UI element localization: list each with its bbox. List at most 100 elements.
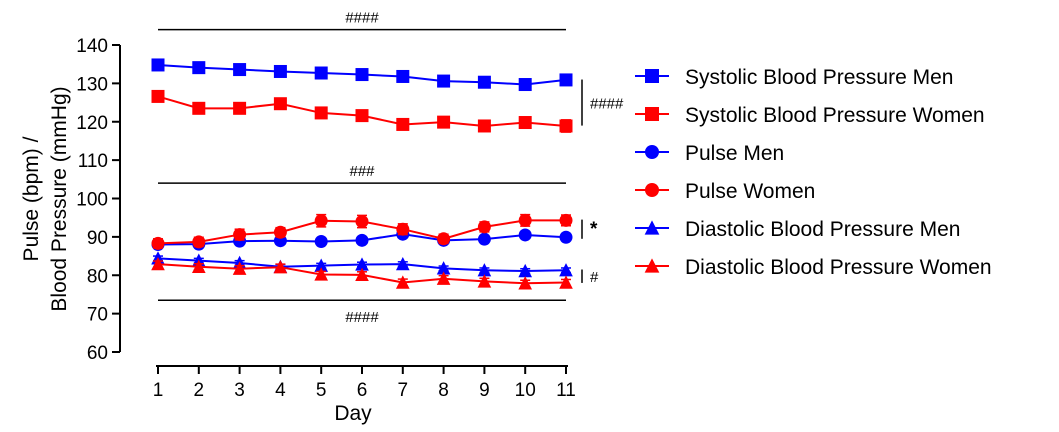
data-point: [355, 257, 369, 271]
x-tick-label: 5: [316, 380, 327, 401]
plot-area: [151, 58, 573, 290]
series-diastolic-blood-pressure-women: [151, 256, 573, 290]
data-point: [314, 106, 328, 120]
legend-marker: [645, 145, 659, 159]
data-point: [395, 275, 410, 289]
data-point: [151, 256, 165, 271]
x-tick-label: 9: [479, 380, 490, 401]
series-systolic-blood-pressure-men: [151, 58, 573, 92]
legend-marker: [645, 107, 659, 121]
x-axis-title: Day: [334, 402, 372, 425]
data-point: [518, 78, 532, 92]
data-point: [518, 213, 532, 227]
data-point: [477, 232, 491, 246]
legend-label: Diastolic Blood Pressure Men: [685, 218, 960, 241]
data-point: [191, 259, 206, 273]
legend-marker: [645, 183, 659, 197]
data-point: [518, 116, 532, 130]
y-tick-label: 130: [76, 74, 108, 95]
data-point: [396, 69, 410, 83]
data-point: [192, 235, 206, 249]
data-point: [477, 75, 491, 89]
data-point: [355, 267, 369, 282]
x-tick-label: 3: [234, 380, 245, 401]
data-point: [518, 263, 533, 278]
data-point: [559, 119, 573, 133]
data-point: [192, 101, 206, 115]
x-tick-label: 2: [194, 380, 205, 401]
data-point: [518, 276, 533, 290]
legend: Systolic Blood Pressure Men Systolic Bloo…: [635, 66, 992, 279]
legend-label: Systolic Blood Pressure Men: [685, 66, 953, 89]
data-point: [273, 64, 287, 78]
x-tick-label: 8: [438, 380, 449, 401]
data-point: [477, 119, 491, 133]
data-point: [314, 258, 329, 272]
data-point: [232, 261, 247, 275]
data-point: [151, 236, 165, 250]
data-point: [559, 230, 573, 244]
x-tick-label: 1: [153, 380, 164, 401]
data-point: [437, 115, 451, 129]
data-point: [477, 220, 491, 234]
data-point: [477, 263, 492, 277]
legend-label: Diastolic Blood Pressure Women: [685, 256, 992, 279]
legend-marker: [644, 258, 660, 273]
y-tick-label: 60: [87, 343, 108, 364]
x-tick-label: 11: [556, 380, 576, 401]
data-point: [273, 97, 287, 111]
data-point: [314, 66, 328, 80]
data-point: [477, 274, 492, 288]
data-point: [273, 225, 287, 239]
significance-label: #: [590, 269, 599, 286]
x-tick-label: 7: [398, 380, 409, 401]
legend-marker: [644, 220, 660, 235]
data-point: [314, 214, 328, 228]
legend-item: Pulse Men: [635, 142, 784, 165]
y-tick-label: 100: [76, 190, 108, 211]
legend-item: Diastolic Blood Pressure Women: [635, 256, 992, 279]
data-point: [355, 109, 369, 123]
y-tick-label: 80: [87, 266, 108, 287]
data-point: [437, 74, 451, 88]
significance-annotations: ###############*#: [158, 10, 624, 326]
data-point: [437, 232, 451, 246]
data-point: [436, 261, 451, 275]
data-point: [273, 260, 288, 274]
data-point: [355, 215, 369, 229]
significance-label: ####: [345, 309, 379, 326]
legend-label: Pulse Men: [685, 142, 784, 165]
series-pulse-women: [151, 213, 573, 250]
y-tick-label: 120: [76, 113, 108, 134]
data-point: [314, 234, 328, 248]
y-axis-title-line2: Blood Pressure (mmHg): [48, 86, 71, 311]
series-systolic-blood-pressure-women: [151, 89, 573, 133]
data-point: [518, 228, 532, 242]
data-point: [355, 233, 369, 247]
data-point: [559, 263, 573, 277]
axes: 60 70 80 90 100 110 120 130 140 1 2 3 4 5 6 7 8 9 10 11: [76, 36, 576, 401]
data-point: [355, 68, 369, 82]
legend-label: Pulse Women: [685, 180, 815, 203]
legend-item: Systolic Blood Pressure Women: [635, 104, 985, 127]
y-tick-label: 70: [87, 305, 108, 326]
data-point: [233, 101, 247, 115]
y-tick-label: 110: [78, 151, 108, 172]
legend-item: Systolic Blood Pressure Men: [635, 66, 953, 89]
data-point: [559, 73, 573, 87]
x-tick-label: 4: [275, 380, 286, 401]
data-point: [233, 63, 247, 77]
legend-marker: [645, 69, 659, 83]
x-tick-label: 6: [357, 380, 368, 401]
data-point: [436, 271, 451, 285]
data-point: [233, 228, 247, 242]
data-point: [151, 89, 165, 103]
data-point: [151, 58, 165, 72]
data-point: [396, 222, 410, 236]
data-point: [192, 61, 206, 75]
y-tick-label: 90: [87, 228, 108, 249]
significance-label: ####: [590, 96, 624, 113]
significance-label: ####: [345, 10, 379, 27]
data-point: [396, 117, 410, 131]
